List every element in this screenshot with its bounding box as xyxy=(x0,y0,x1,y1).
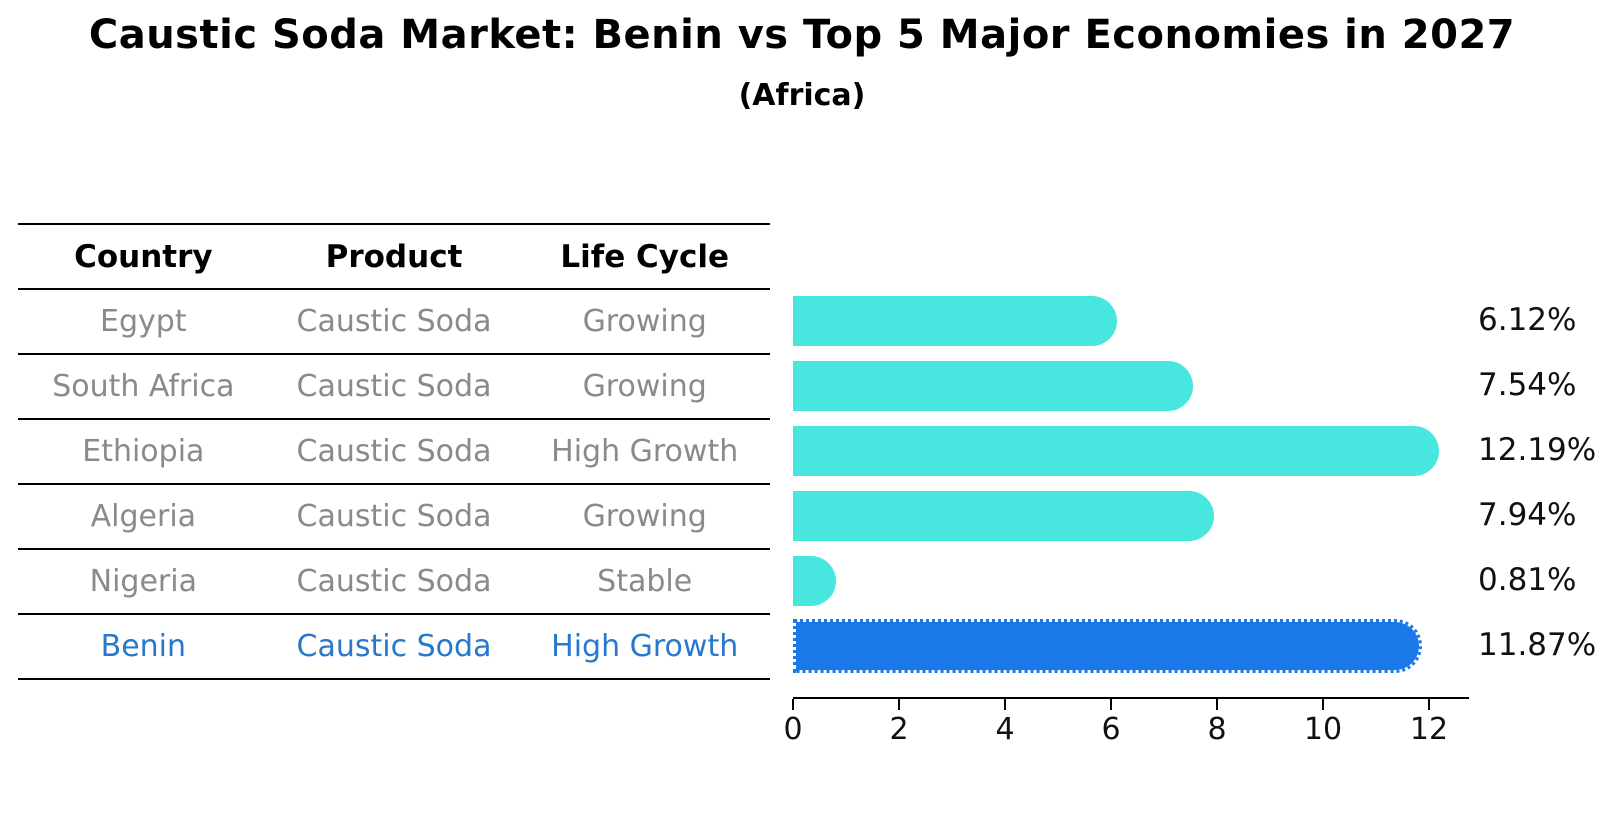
value-label-egypt: 6.12% xyxy=(1478,302,1577,338)
x-tick-label-4: 4 xyxy=(995,712,1015,747)
country-info-table: Country Product Life Cycle Egypt Caustic … xyxy=(18,223,770,680)
x-tick-label-10: 10 xyxy=(1303,712,1343,747)
table-row-egypt: Egypt Caustic Soda Growing xyxy=(18,288,770,353)
header-life-cycle: Life Cycle xyxy=(560,238,730,275)
x-tick-mark-0 xyxy=(792,699,794,710)
value-label-benin: 11.87% xyxy=(1478,627,1597,663)
cell-country: Algeria xyxy=(90,499,197,534)
cell-product: Caustic Soda xyxy=(296,434,492,469)
cell-life-cycle: Growing xyxy=(582,369,707,404)
table-body: Egypt Caustic Soda Growing South Africa Caus… xyxy=(18,288,770,678)
chart-title: Caustic Soda Market: Benin vs Top 5 Majo… xyxy=(88,12,1516,58)
x-tick-mark-4 xyxy=(1004,699,1006,710)
cell-country: South Africa xyxy=(52,369,235,404)
value-label-south-africa: 7.54% xyxy=(1478,367,1577,403)
x-tick-mark-10 xyxy=(1322,699,1324,710)
table-row-south-africa: South Africa Caustic Soda Growing xyxy=(18,353,770,418)
x-tick-label-0: 0 xyxy=(783,712,803,747)
bar-chart-plot-area xyxy=(793,288,1469,678)
bar-algeria xyxy=(793,491,1214,541)
x-tick-mark-2 xyxy=(898,699,900,710)
cell-life-cycle: Stable xyxy=(597,564,693,599)
cell-country: Egypt xyxy=(100,304,187,339)
x-tick-mark-12 xyxy=(1428,699,1430,710)
table-row-nigeria: Nigeria Caustic Soda Stable xyxy=(18,548,770,613)
cell-country: Benin xyxy=(100,629,187,664)
x-tick-mark-6 xyxy=(1110,699,1112,710)
cell-product: Caustic Soda xyxy=(296,629,492,664)
cell-life-cycle: High Growth xyxy=(551,434,739,469)
bar-south-africa xyxy=(793,361,1193,411)
header-product: Product xyxy=(325,238,463,275)
highlight-bar-benin xyxy=(793,619,1422,673)
cell-country: Nigeria xyxy=(89,564,197,599)
cell-life-cycle: Growing xyxy=(582,304,707,339)
cell-life-cycle: High Growth xyxy=(551,629,739,664)
header-country: Country xyxy=(74,238,213,275)
cell-country: Ethiopia xyxy=(82,434,205,469)
cell-life-cycle: Growing xyxy=(582,499,707,534)
x-tick-mark-8 xyxy=(1216,699,1218,710)
bar-egypt xyxy=(793,296,1117,346)
table-row-benin: Benin Caustic Soda High Growth xyxy=(18,613,770,678)
cell-product: Caustic Soda xyxy=(296,564,492,599)
value-label-nigeria: 0.81% xyxy=(1478,562,1577,598)
cell-product: Caustic Soda xyxy=(296,369,492,404)
x-tick-label-12: 12 xyxy=(1409,712,1449,747)
x-tick-label-6: 6 xyxy=(1101,712,1121,747)
table-header-row: Country Product Life Cycle xyxy=(18,223,770,288)
value-label-algeria: 7.94% xyxy=(1478,497,1577,533)
cell-product: Caustic Soda xyxy=(296,499,492,534)
table-row-algeria: Algeria Caustic Soda Growing xyxy=(18,483,770,548)
table-row-ethiopia: Ethiopia Caustic Soda High Growth xyxy=(18,418,770,483)
x-tick-label-8: 8 xyxy=(1207,712,1227,747)
cell-product: Caustic Soda xyxy=(296,304,492,339)
value-label-ethiopia: 12.19% xyxy=(1478,432,1597,468)
bar-ethiopia xyxy=(793,426,1439,476)
chart-subtitle: (Africa) xyxy=(738,78,866,113)
x-tick-label-2: 2 xyxy=(889,712,909,747)
x-axis-line xyxy=(793,697,1469,699)
bar-nigeria xyxy=(793,556,836,606)
